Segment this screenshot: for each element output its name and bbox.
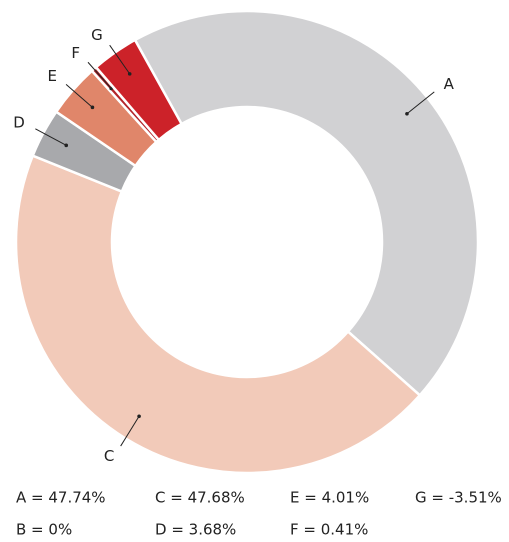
- slice-label: G: [91, 26, 103, 44]
- leader-line: [120, 416, 140, 447]
- legend-entry: B = 0%: [16, 521, 72, 539]
- donut-slice: [94, 38, 184, 142]
- slice-label: E: [48, 67, 57, 85]
- leader-dot: [64, 143, 69, 148]
- legend-entry: E = 4.01%: [290, 489, 369, 507]
- slice-label: F: [71, 44, 80, 62]
- slice-label: C: [104, 447, 114, 465]
- legend-entry: A = 47.74%: [16, 489, 106, 507]
- slice-label: D: [13, 114, 25, 132]
- leader-dot: [127, 72, 132, 76]
- legend-entry: D = 3.68%: [155, 521, 236, 539]
- donut-slice: [14, 154, 422, 475]
- donut-slice: [133, 9, 480, 398]
- slice-label: A: [444, 75, 455, 93]
- leader-line: [406, 91, 435, 115]
- legend-entry: G = -3.51%: [415, 489, 502, 507]
- legend-entry: F = 0.41%: [290, 521, 368, 539]
- leader-line: [87, 61, 112, 89]
- leader-line: [65, 83, 93, 108]
- leader-dot: [90, 105, 95, 110]
- leader-dot: [137, 414, 141, 419]
- leader-line: [109, 44, 131, 75]
- legend-entry: C = 47.68%: [155, 489, 245, 507]
- leader-dot: [405, 111, 409, 116]
- leader-line: [35, 128, 67, 146]
